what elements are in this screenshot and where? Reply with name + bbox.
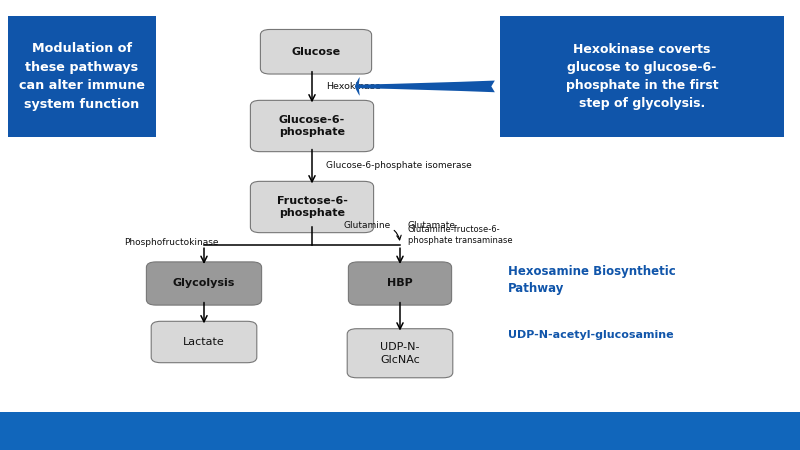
Text: Glucose-6-phosphate isomerase: Glucose-6-phosphate isomerase [326,161,471,170]
Text: Hexokinase coverts
glucose to glucose-6-
phosphate in the first
step of glycolys: Hexokinase coverts glucose to glucose-6-… [566,43,718,110]
FancyBboxPatch shape [146,262,262,305]
Text: Phosphofructokinase: Phosphofructokinase [124,238,218,247]
Text: Glutamate: Glutamate [408,220,456,230]
Text: Glucose-6-
phosphate: Glucose-6- phosphate [279,115,345,137]
Text: Fructose-6-
phosphate: Fructose-6- phosphate [277,196,347,218]
Text: UDP-N-
GlcNAc: UDP-N- GlcNAc [380,342,420,364]
Text: Hexokinase: Hexokinase [326,82,381,91]
Text: Lactate: Lactate [183,337,225,347]
FancyBboxPatch shape [500,16,784,137]
Text: UDP-N-acetyl-glucosamine: UDP-N-acetyl-glucosamine [508,330,674,340]
Text: HBP: HBP [387,279,413,288]
FancyBboxPatch shape [250,181,374,233]
Text: Glutamine: Glutamine [344,220,391,230]
FancyBboxPatch shape [261,30,371,74]
Text: Glucose: Glucose [291,47,341,57]
FancyBboxPatch shape [151,321,257,363]
FancyBboxPatch shape [250,100,374,152]
FancyBboxPatch shape [347,328,453,378]
Text: Glutamine-fructose-6-
phosphate transaminase: Glutamine-fructose-6- phosphate transami… [408,225,513,245]
Text: Hexosamine Biosynthetic
Pathway: Hexosamine Biosynthetic Pathway [508,265,676,295]
Text: Glycolysis: Glycolysis [173,279,235,288]
Bar [0,412,800,450]
FancyBboxPatch shape [8,16,156,137]
FancyBboxPatch shape [349,262,451,305]
Text: Modulation of
these pathways
can alter immune
system function: Modulation of these pathways can alter i… [19,42,145,111]
